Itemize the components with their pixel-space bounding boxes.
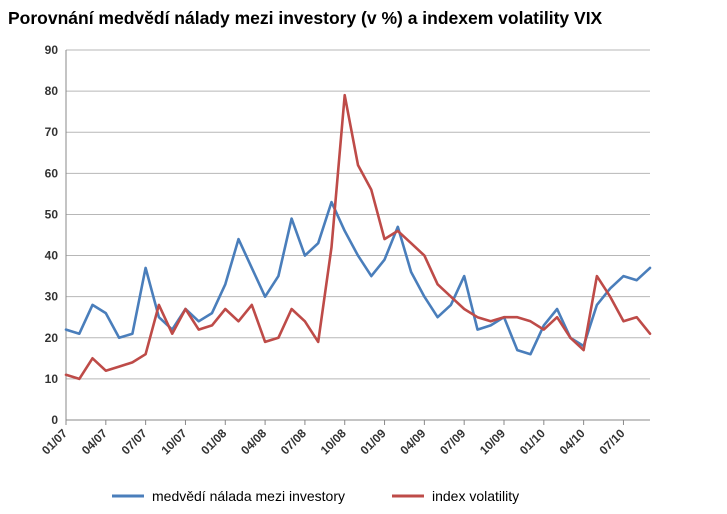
x-tick-label: 01/08 xyxy=(198,426,229,457)
x-tick-label: 01/10 xyxy=(517,426,548,457)
y-tick-label: 30 xyxy=(45,290,59,304)
x-tick-label: 10/09 xyxy=(477,426,508,457)
chart-title: Porovnání medvědí nálady mezi investory … xyxy=(8,8,603,28)
x-tick-label: 04/10 xyxy=(557,426,588,457)
y-tick-label: 0 xyxy=(51,413,58,427)
y-tick-label: 90 xyxy=(45,43,59,57)
legend-label-1: medvědí nálada mezi investory xyxy=(152,488,345,504)
x-tick-label: 07/09 xyxy=(437,426,468,457)
x-tick-label: 07/08 xyxy=(278,426,309,457)
y-tick-label: 70 xyxy=(45,125,59,139)
series-line-1 xyxy=(64,200,652,356)
x-tick-label: 01/09 xyxy=(358,426,389,457)
x-tick-label: 10/07 xyxy=(158,426,189,457)
x-tick-label: 04/09 xyxy=(397,426,428,457)
legend-label-2: index volatility xyxy=(432,488,519,504)
y-tick-label: 10 xyxy=(45,372,59,386)
x-tick-label: 01/07 xyxy=(39,426,70,457)
y-tick-label: 50 xyxy=(45,207,59,221)
y-tick-label: 40 xyxy=(45,249,59,263)
x-tick-label: 04/07 xyxy=(79,426,110,457)
x-tick-label: 04/08 xyxy=(238,426,269,457)
x-tick-label: 07/10 xyxy=(596,426,627,457)
y-tick-label: 60 xyxy=(45,166,59,180)
series-line-2 xyxy=(64,93,652,381)
y-tick-label: 20 xyxy=(45,331,59,345)
x-tick-label: 10/08 xyxy=(318,426,349,457)
x-tick-label: 07/07 xyxy=(119,426,150,457)
y-tick-label: 80 xyxy=(45,84,59,98)
